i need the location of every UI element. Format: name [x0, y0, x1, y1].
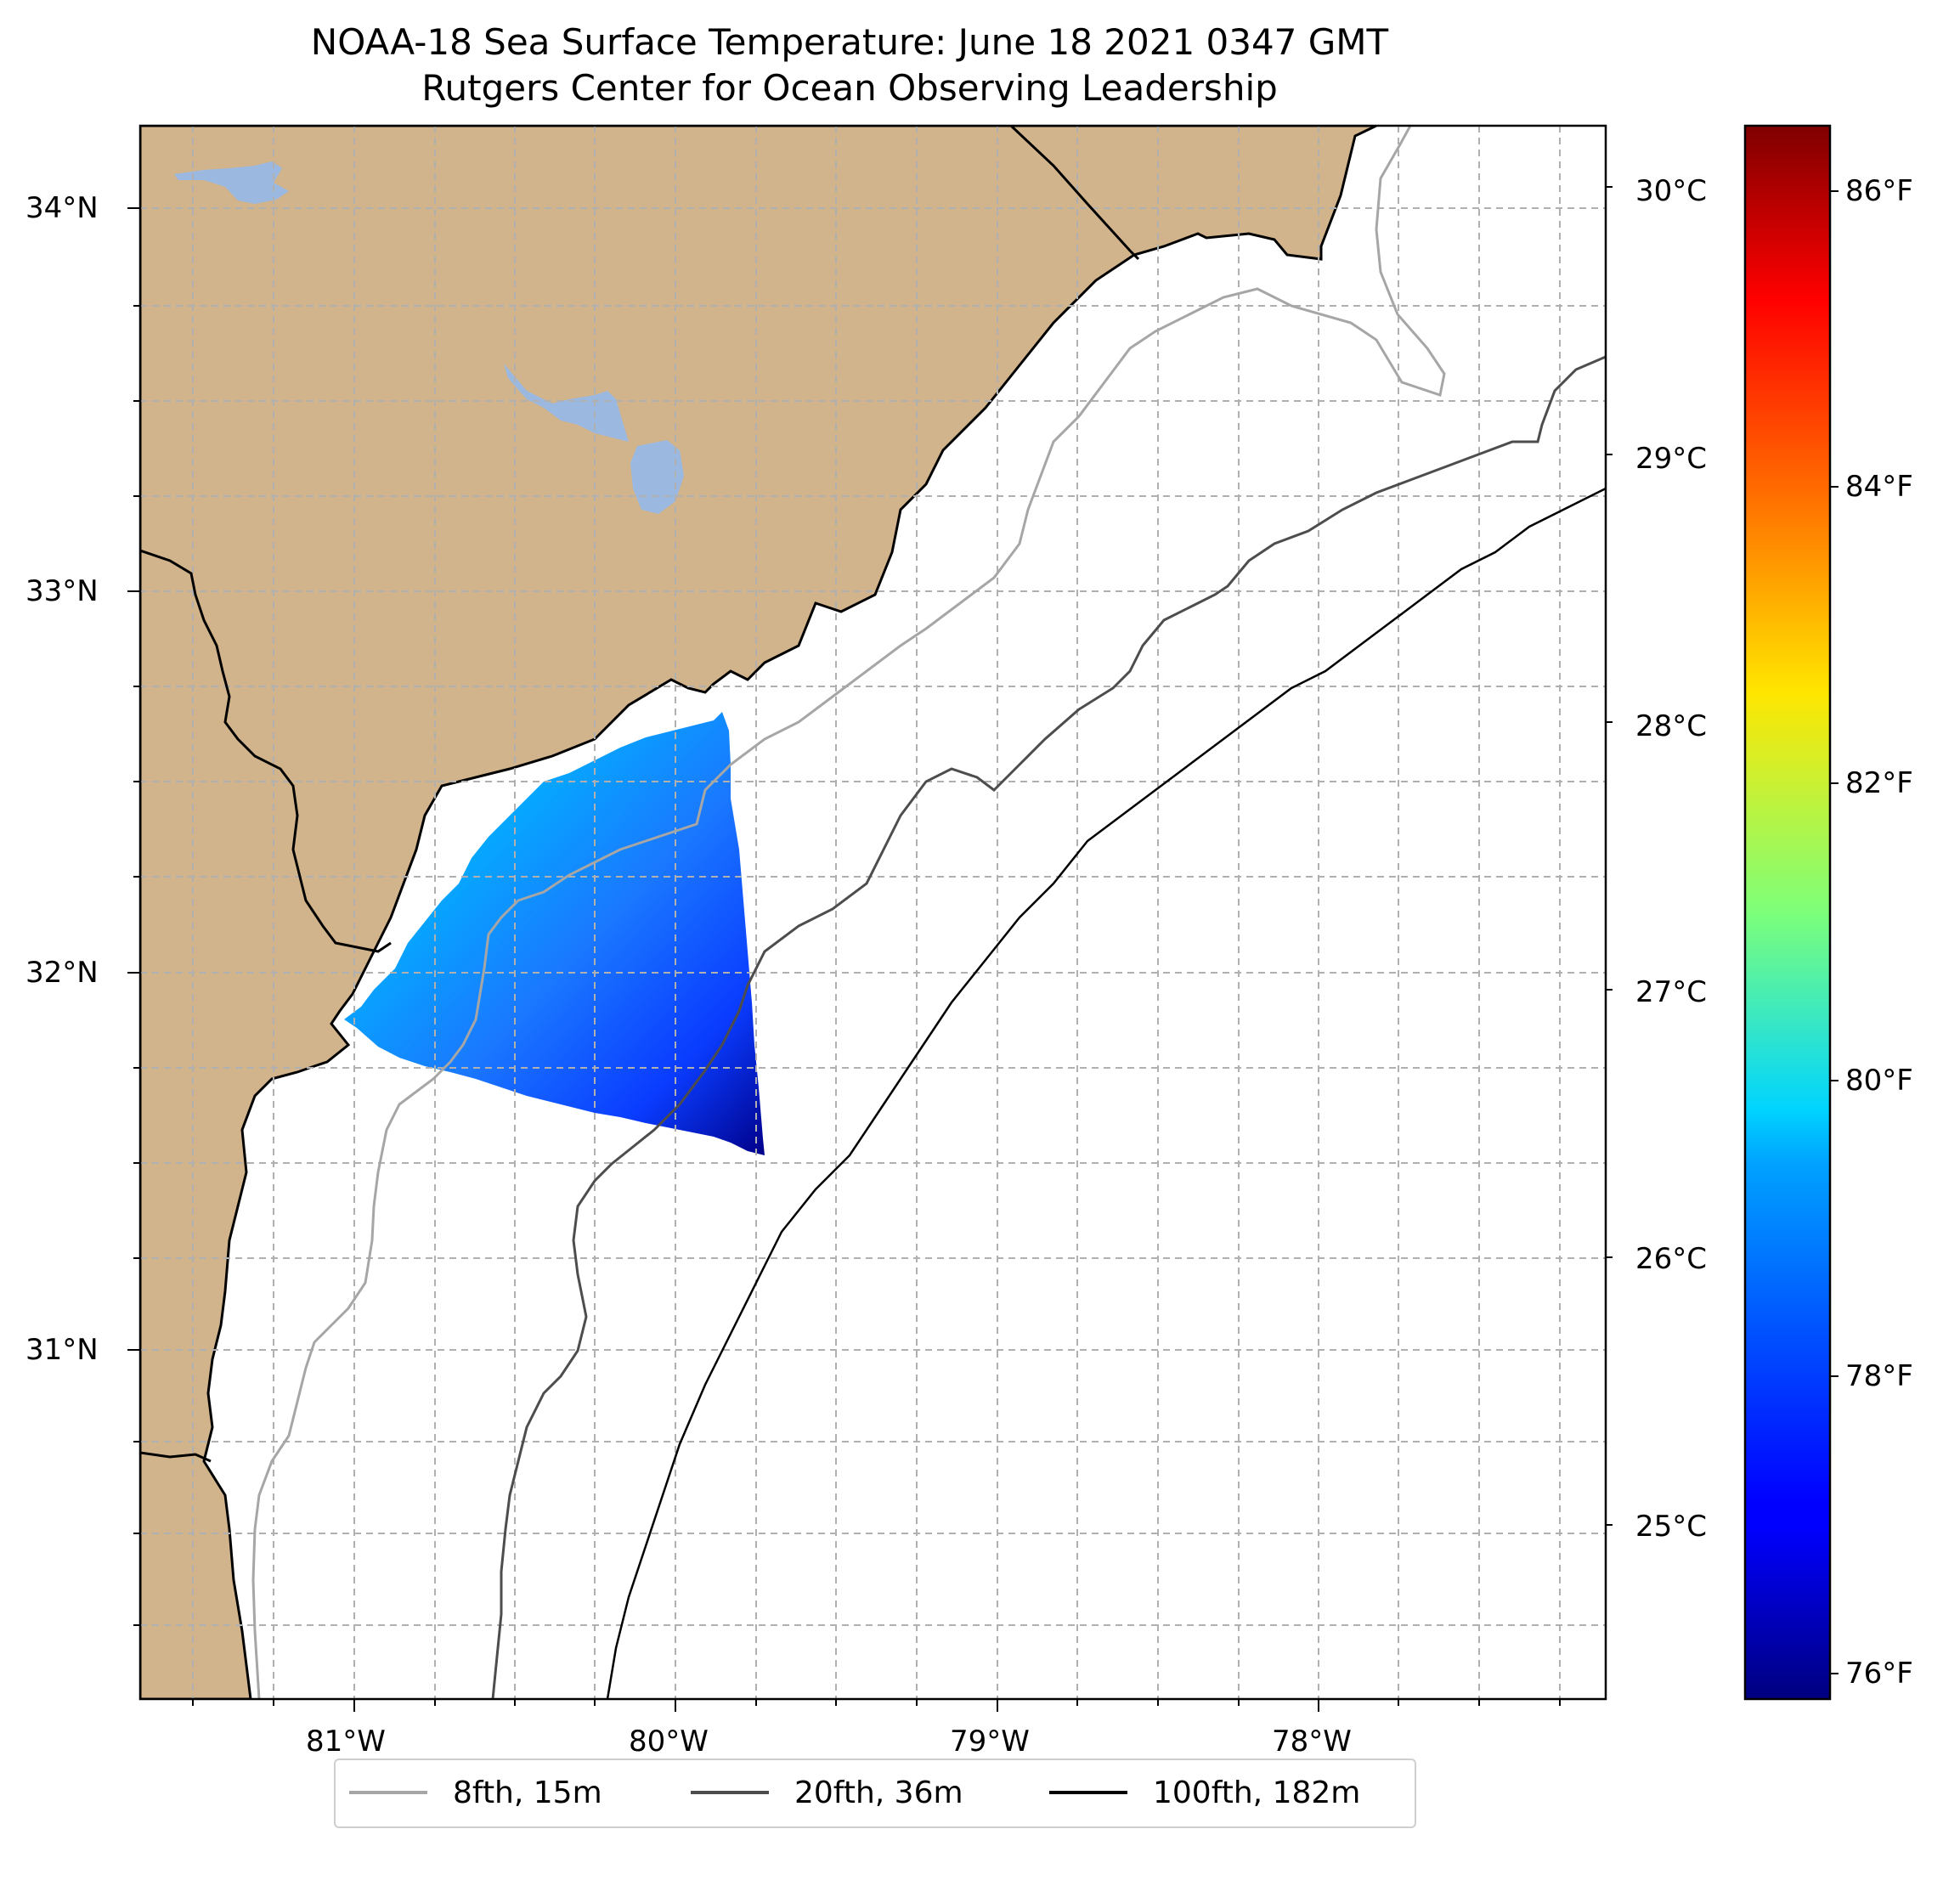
legend-label-20fth: 20fth, 36m	[794, 1775, 963, 1810]
colorbar-label-78f: 78°F	[1845, 1359, 1913, 1393]
lat-ticks	[127, 186, 1613, 1626]
isobath-legend: 8fth, 15m 20fth, 36m 100fth, 182m	[334, 1759, 1416, 1828]
lon-label-81w: 81°W	[306, 1725, 386, 1759]
isobath-100fth	[606, 487, 1606, 1699]
map-area	[140, 126, 1606, 1699]
lake-marion	[504, 364, 629, 442]
isobath-8fth	[251, 126, 1446, 1699]
legend-item-20fth: 20fth, 36m	[691, 1774, 963, 1811]
legend-item-100fth: 100fth, 182m	[1049, 1774, 1360, 1811]
state-border-sc-nc	[1009, 126, 1140, 261]
land	[140, 126, 1377, 1699]
colorbar-ticks	[1830, 190, 1839, 1674]
colorbar-label-86f: 86°F	[1845, 174, 1913, 208]
colorbar-label-76f: 76°F	[1845, 1657, 1913, 1691]
colorbar-label-84f: 84°F	[1845, 470, 1913, 504]
lat-label-31n: 31°N	[25, 1333, 99, 1367]
colorbar-label-25c: 25°C	[1635, 1510, 1708, 1544]
lat-label-33n: 33°N	[25, 574, 99, 608]
isobath-20fth	[491, 355, 1606, 1699]
lon-label-80w: 80°W	[629, 1725, 709, 1759]
legend-swatch-8fth	[349, 1791, 427, 1794]
state-border-sc-ga	[140, 549, 392, 953]
colorbar-label-28c: 28°C	[1635, 709, 1708, 743]
lon-ticks	[192, 1699, 1561, 1712]
state-border-ga-fl	[140, 1451, 212, 1463]
grid	[140, 126, 1606, 1699]
map-frame	[138, 124, 1607, 1701]
lat-label-34n: 34°N	[25, 191, 99, 225]
legend-swatch-20fth	[691, 1791, 769, 1794]
colorbar-label-80f: 80°F	[1845, 1064, 1913, 1098]
colorbar-label-27c: 27°C	[1635, 975, 1708, 1009]
legend-swatch-100fth	[1049, 1791, 1127, 1794]
title-line-1: NOAA-18 Sea Surface Temperature: June 18…	[310, 21, 1389, 63]
colorbar-label-26c: 26°C	[1635, 1242, 1708, 1276]
legend-label-8fth: 8fth, 15m	[453, 1775, 602, 1810]
legend-label-100fth: 100fth, 182m	[1153, 1775, 1361, 1810]
colorbar	[1743, 124, 1832, 1701]
sst-swath	[344, 712, 765, 1155]
legend-item-8fth: 8fth, 15m	[349, 1774, 602, 1811]
lake-wateree	[174, 161, 289, 204]
lon-label-78w: 78°W	[1272, 1725, 1352, 1759]
lat-label-32n: 32°N	[25, 956, 99, 990]
colorbar-label-82f: 82°F	[1845, 766, 1913, 800]
lon-label-79w: 79°W	[950, 1725, 1030, 1759]
colorbar-label-29c: 29°C	[1635, 442, 1708, 476]
title-line-2: Rutgers Center for Ocean Observing Leade…	[421, 67, 1278, 109]
colorbar-label-30c: 30°C	[1635, 174, 1708, 208]
